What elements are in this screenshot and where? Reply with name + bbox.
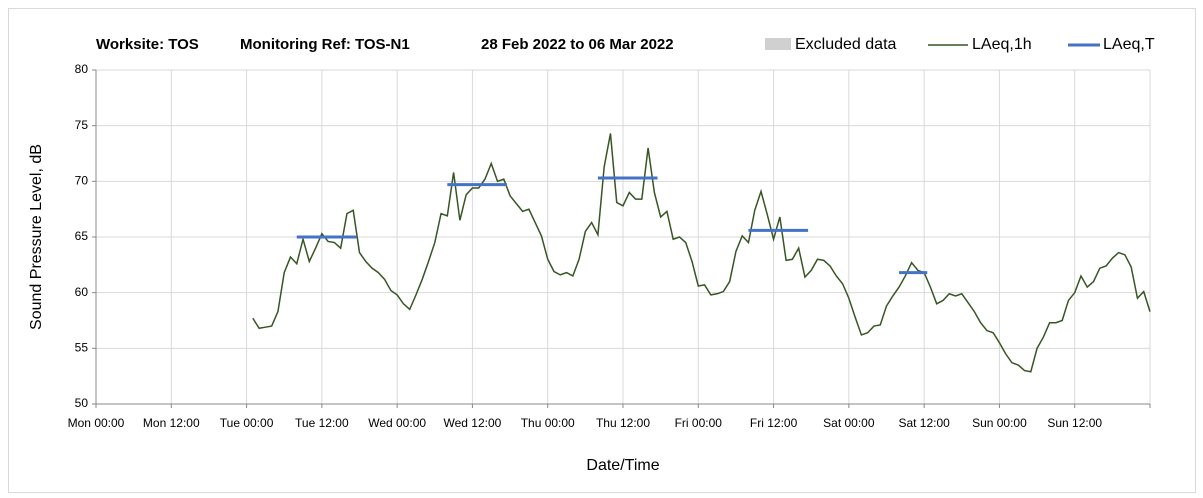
legend-label: Excluded data [795,36,897,53]
x-tick-label: Fri 12:00 [750,416,798,430]
x-tick-label: Mon 12:00 [143,416,200,430]
x-axis-label: Date/Time [586,457,659,474]
chart-title: Monitoring Ref: TOS-N1 [240,36,410,53]
x-tick-label: Wed 00:00 [368,416,426,430]
x-tick-label: Thu 12:00 [596,416,650,430]
y-tick-label: 65 [75,229,89,243]
x-tick-label: Fri 00:00 [675,416,723,430]
chart-title: 28 Feb 2022 to 06 Mar 2022 [481,36,674,53]
y-tick-label: 55 [75,341,89,355]
y-axis-label: Sound Pressure Level, dB [28,144,45,330]
x-tick-label: Sun 00:00 [972,416,1027,430]
x-tick-label: Sat 00:00 [823,416,875,430]
x-tick-label: Mon 00:00 [68,416,125,430]
y-tick-label: 70 [75,174,89,188]
y-tick-label: 75 [75,118,89,132]
legend-swatch [765,38,791,50]
x-tick-label: Sun 12:00 [1047,416,1102,430]
data-line [252,133,1151,373]
x-tick-label: Thu 00:00 [521,416,575,430]
x-tick-label: Tue 00:00 [220,416,274,430]
chart-title: Worksite: TOS [96,36,199,53]
legend-label: LAeq,T [1103,36,1155,53]
y-tick-label: 80 [75,62,89,76]
chart-frame [8,8,1196,493]
y-tick-label: 60 [75,285,89,299]
x-tick-label: Tue 12:00 [295,416,349,430]
x-tick-label: Sat 12:00 [898,416,950,430]
legend-label: LAeq,1h [972,36,1032,53]
x-tick-label: Wed 12:00 [444,416,502,430]
y-tick-label: 50 [75,396,89,410]
